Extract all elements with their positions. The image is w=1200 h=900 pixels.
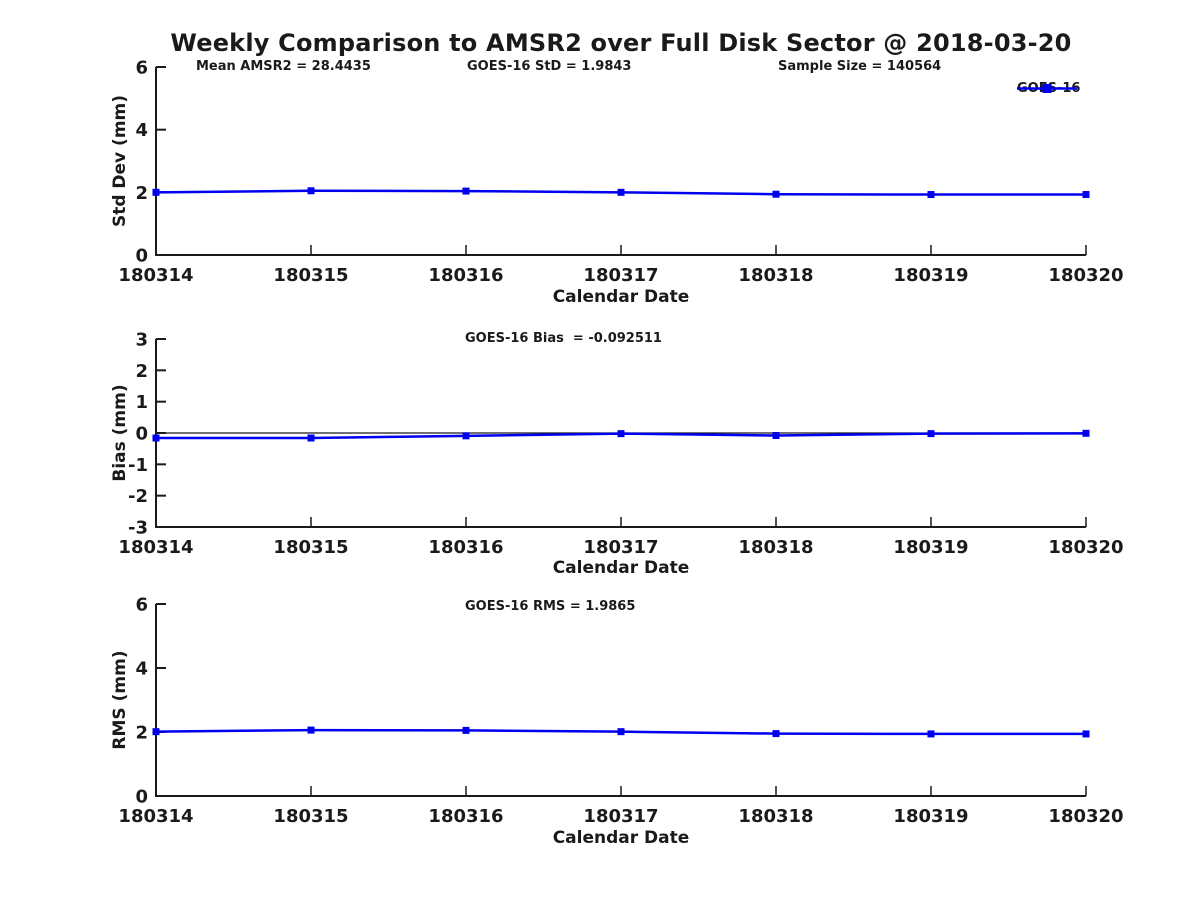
x-tick-label: 180317	[583, 537, 658, 558]
figure-title: Weekly Comparison to AMSR2 over Full Dis…	[170, 29, 1072, 57]
axis-spine	[155, 604, 1086, 797]
data-point-marker	[927, 430, 935, 438]
data-point-marker	[1082, 191, 1090, 199]
y-tick-label: -1	[128, 455, 148, 476]
data-point-marker	[772, 190, 780, 198]
y-tick-label: 2	[135, 183, 148, 204]
y-axis-label-bias: Bias (mm)	[110, 384, 130, 482]
data-point-marker	[617, 430, 625, 438]
legend: GOES-16	[1017, 81, 1080, 96]
y-axis-label-rms: RMS (mm)	[110, 650, 130, 750]
y-tick-label: 6	[135, 58, 148, 79]
y-tick-label: 2	[135, 361, 148, 382]
y-tick-label: 4	[135, 659, 148, 680]
annotation-goes16-rms: GOES-16 RMS = 1.9865	[465, 599, 636, 614]
x-tick-label: 180316	[428, 265, 503, 286]
x-tick-label: 180317	[583, 806, 658, 827]
data-point-marker	[772, 432, 780, 440]
x-axis-label-bottom: Calendar Date	[552, 828, 690, 848]
x-tick-label: 180319	[893, 806, 968, 827]
x-tick-label: 180319	[893, 537, 968, 558]
y-tick-label: -3	[128, 518, 148, 539]
data-point-marker	[462, 432, 470, 440]
x-tick-label: 180320	[1048, 806, 1123, 827]
x-tick-label: 180314	[118, 806, 193, 827]
x-tick-label: 180320	[1048, 537, 1123, 558]
x-tick-label: 180317	[583, 265, 658, 286]
annotation-goes16-std: GOES-16 StD = 1.9843	[467, 59, 632, 74]
y-tick-label: 0	[135, 424, 148, 445]
data-point-marker	[307, 434, 315, 442]
data-point-marker	[307, 187, 315, 195]
axis-spine	[155, 67, 1086, 256]
x-axis-label-top: Calendar Date	[552, 287, 690, 307]
annotation-goes16-bias: GOES-16 Bias = -0.092511	[465, 331, 662, 346]
y-tick-label: 6	[135, 595, 148, 616]
data-point-marker	[152, 434, 160, 442]
x-tick-label: 180318	[738, 537, 813, 558]
data-point-marker	[307, 726, 315, 734]
x-tick-label: 180316	[428, 806, 503, 827]
data-point-marker	[617, 728, 625, 736]
x-tick-label: 180319	[893, 265, 968, 286]
data-point-marker	[152, 188, 160, 196]
x-tick-label: 180315	[273, 537, 348, 558]
data-point-marker	[152, 728, 160, 736]
y-tick-label: 0	[135, 787, 148, 808]
data-point-marker	[462, 726, 470, 734]
x-tick-label: 180315	[273, 806, 348, 827]
x-axis-label-middle: Calendar Date	[552, 558, 690, 578]
data-point-marker	[617, 188, 625, 196]
x-tick-label: 180315	[273, 265, 348, 286]
y-tick-label: 4	[135, 120, 148, 141]
x-tick-label: 180314	[118, 265, 193, 286]
y-tick-label: 0	[135, 246, 148, 267]
annotation-mean-amsr2: Mean AMSR2 = 28.4435	[196, 59, 371, 74]
x-tick-label: 180314	[118, 537, 193, 558]
x-tick-label: 180318	[738, 265, 813, 286]
y-tick-label: 3	[135, 330, 148, 351]
data-point-marker	[927, 730, 935, 738]
legend-line-marker-icon	[1017, 84, 1077, 93]
data-point-marker	[1082, 730, 1090, 738]
y-tick-label: 2	[135, 723, 148, 744]
annotation-sample-size: Sample Size = 140564	[778, 59, 942, 74]
y-axis-label-std-dev: Std Dev (mm)	[110, 94, 130, 228]
data-point-marker	[462, 187, 470, 195]
y-tick-label: -2	[128, 486, 148, 507]
y-tick-label: 1	[135, 392, 148, 413]
data-point-marker	[1082, 429, 1090, 437]
x-tick-label: 180316	[428, 537, 503, 558]
x-tick-label: 180318	[738, 806, 813, 827]
data-point-marker	[927, 191, 935, 199]
x-tick-label: 180320	[1048, 265, 1123, 286]
data-point-marker	[772, 730, 780, 738]
